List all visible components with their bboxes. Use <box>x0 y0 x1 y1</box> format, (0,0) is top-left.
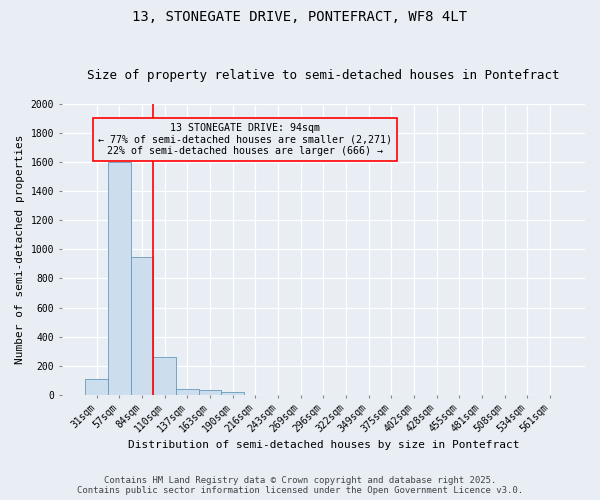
Y-axis label: Number of semi-detached properties: Number of semi-detached properties <box>15 134 25 364</box>
Bar <box>85 379 108 395</box>
Text: 13, STONEGATE DRIVE, PONTEFRACT, WF8 4LT: 13, STONEGATE DRIVE, PONTEFRACT, WF8 4LT <box>133 10 467 24</box>
Title: Size of property relative to semi-detached houses in Pontefract: Size of property relative to semi-detach… <box>87 69 560 82</box>
Bar <box>199 390 221 395</box>
X-axis label: Distribution of semi-detached houses by size in Pontefract: Distribution of semi-detached houses by … <box>128 440 519 450</box>
Bar <box>176 389 199 395</box>
Bar <box>108 162 131 395</box>
Bar <box>221 392 244 395</box>
Bar <box>154 357 176 395</box>
Text: Contains HM Land Registry data © Crown copyright and database right 2025.
Contai: Contains HM Land Registry data © Crown c… <box>77 476 523 495</box>
Bar <box>131 256 154 395</box>
Text: 13 STONEGATE DRIVE: 94sqm
← 77% of semi-detached houses are smaller (2,271)
22% : 13 STONEGATE DRIVE: 94sqm ← 77% of semi-… <box>98 123 392 156</box>
